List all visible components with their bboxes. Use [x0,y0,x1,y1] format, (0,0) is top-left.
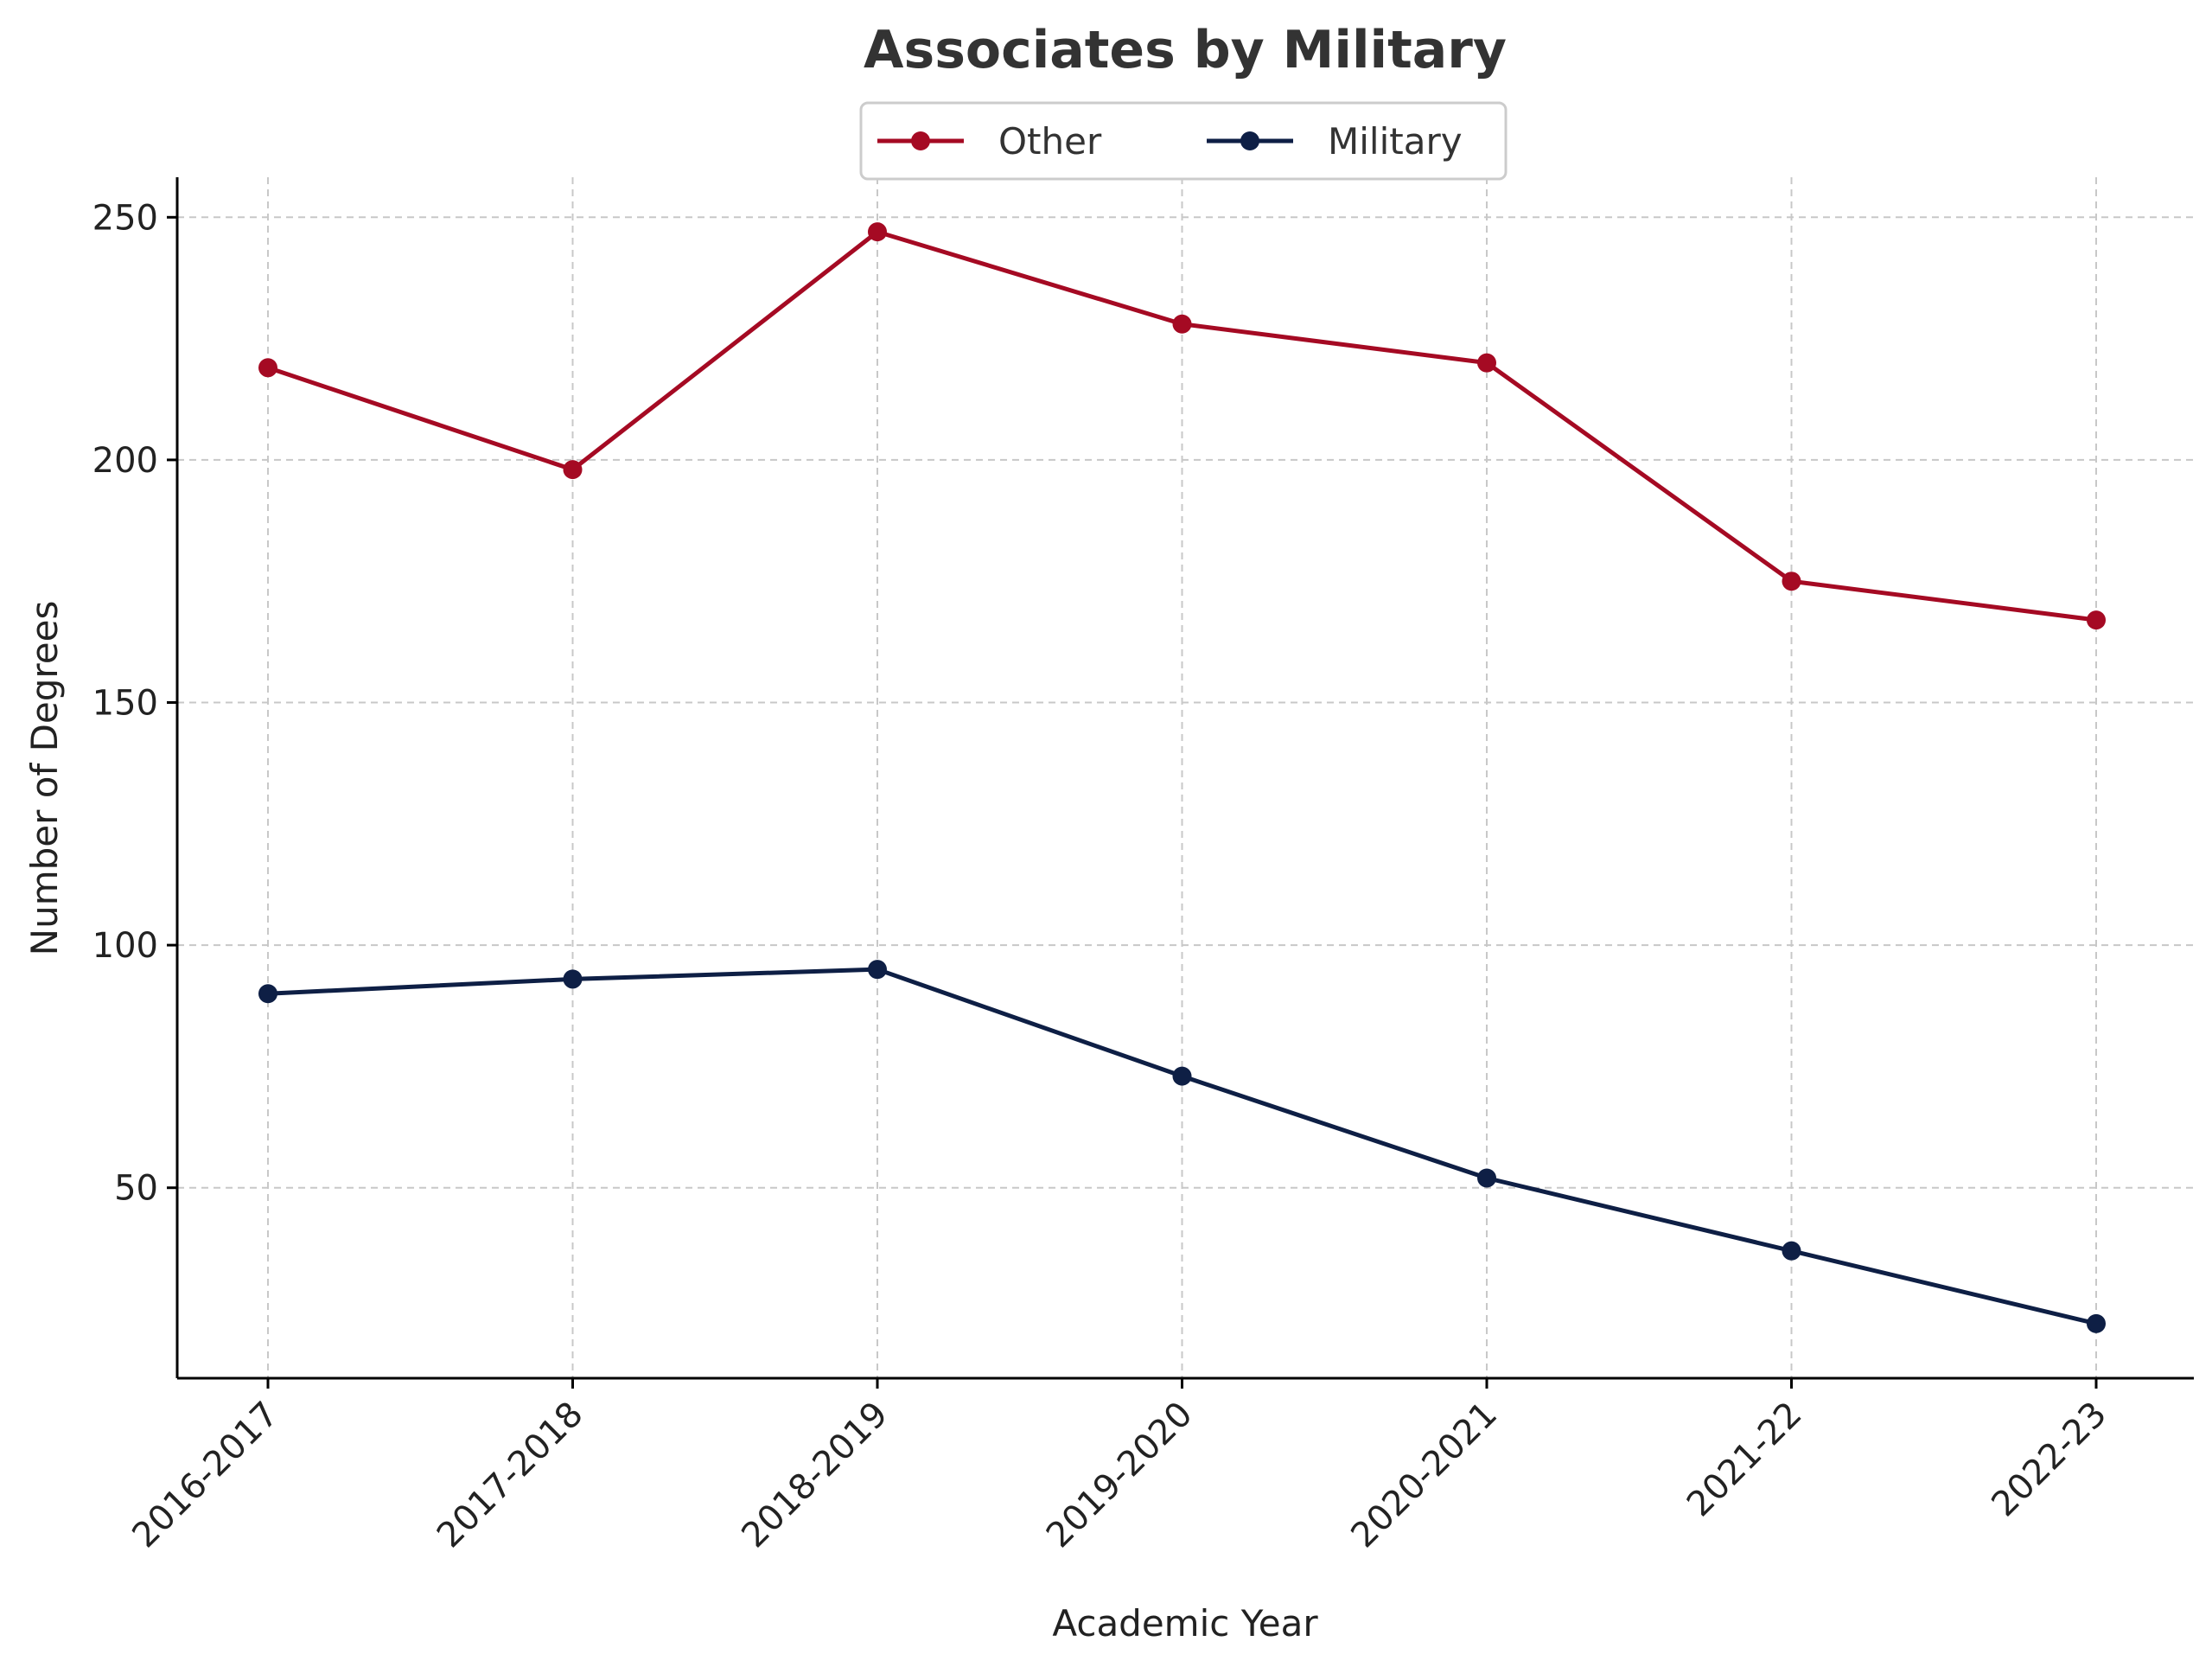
legend-label-other: Other [998,120,1102,163]
y-tick-label: 200 [92,441,158,481]
data-point-other [1782,572,1801,591]
data-point-other [2087,610,2106,630]
y-tick-label: 250 [92,198,158,238]
data-point-other [1172,314,1192,334]
legend-marker-military [1240,131,1259,150]
y-axis-label: Number of Degrees [23,601,66,956]
data-point-military [2087,1313,2106,1333]
series [258,222,2106,1333]
y-tick-label: 150 [92,684,158,724]
x-tick-label: 2019-2020 [1039,1395,1201,1556]
data-point-military [258,984,277,1004]
ticks: 2016-2017 2017-2018 2018-2019 2019-2020 2020… [92,198,2114,1555]
x-tick-label: 2020-2021 [1343,1395,1505,1556]
data-point-other [1477,353,1496,373]
data-point-other [258,358,277,378]
data-point-military [868,960,887,980]
grid [177,177,2194,1378]
data-point-military [563,969,583,989]
data-point-military [1782,1241,1801,1261]
legend-frame [859,101,1508,181]
legend-label-military: Military [1328,120,1463,163]
y-tick-label: 100 [92,926,158,966]
data-point-military [1477,1168,1496,1188]
axes [175,177,2194,1380]
x-tick-label: 2018-2019 [734,1395,896,1556]
x-axis-label: Academic Year [1052,1602,1318,1645]
legend: Other Military [859,101,1508,181]
data-point-other [868,222,887,242]
x-tick-label: 2022-23 [1984,1395,2114,1525]
x-tick-label: 2021-22 [1680,1395,1810,1525]
x-tick-label: 2016-2017 [124,1395,286,1556]
x-tick-label: 2017-2018 [430,1395,591,1556]
legend-marker-other [911,131,930,150]
data-point-military [1172,1066,1192,1086]
y-tick-label: 50 [114,1169,158,1209]
data-point-other [563,460,583,480]
chart-title: Associates by Military [864,20,1507,80]
